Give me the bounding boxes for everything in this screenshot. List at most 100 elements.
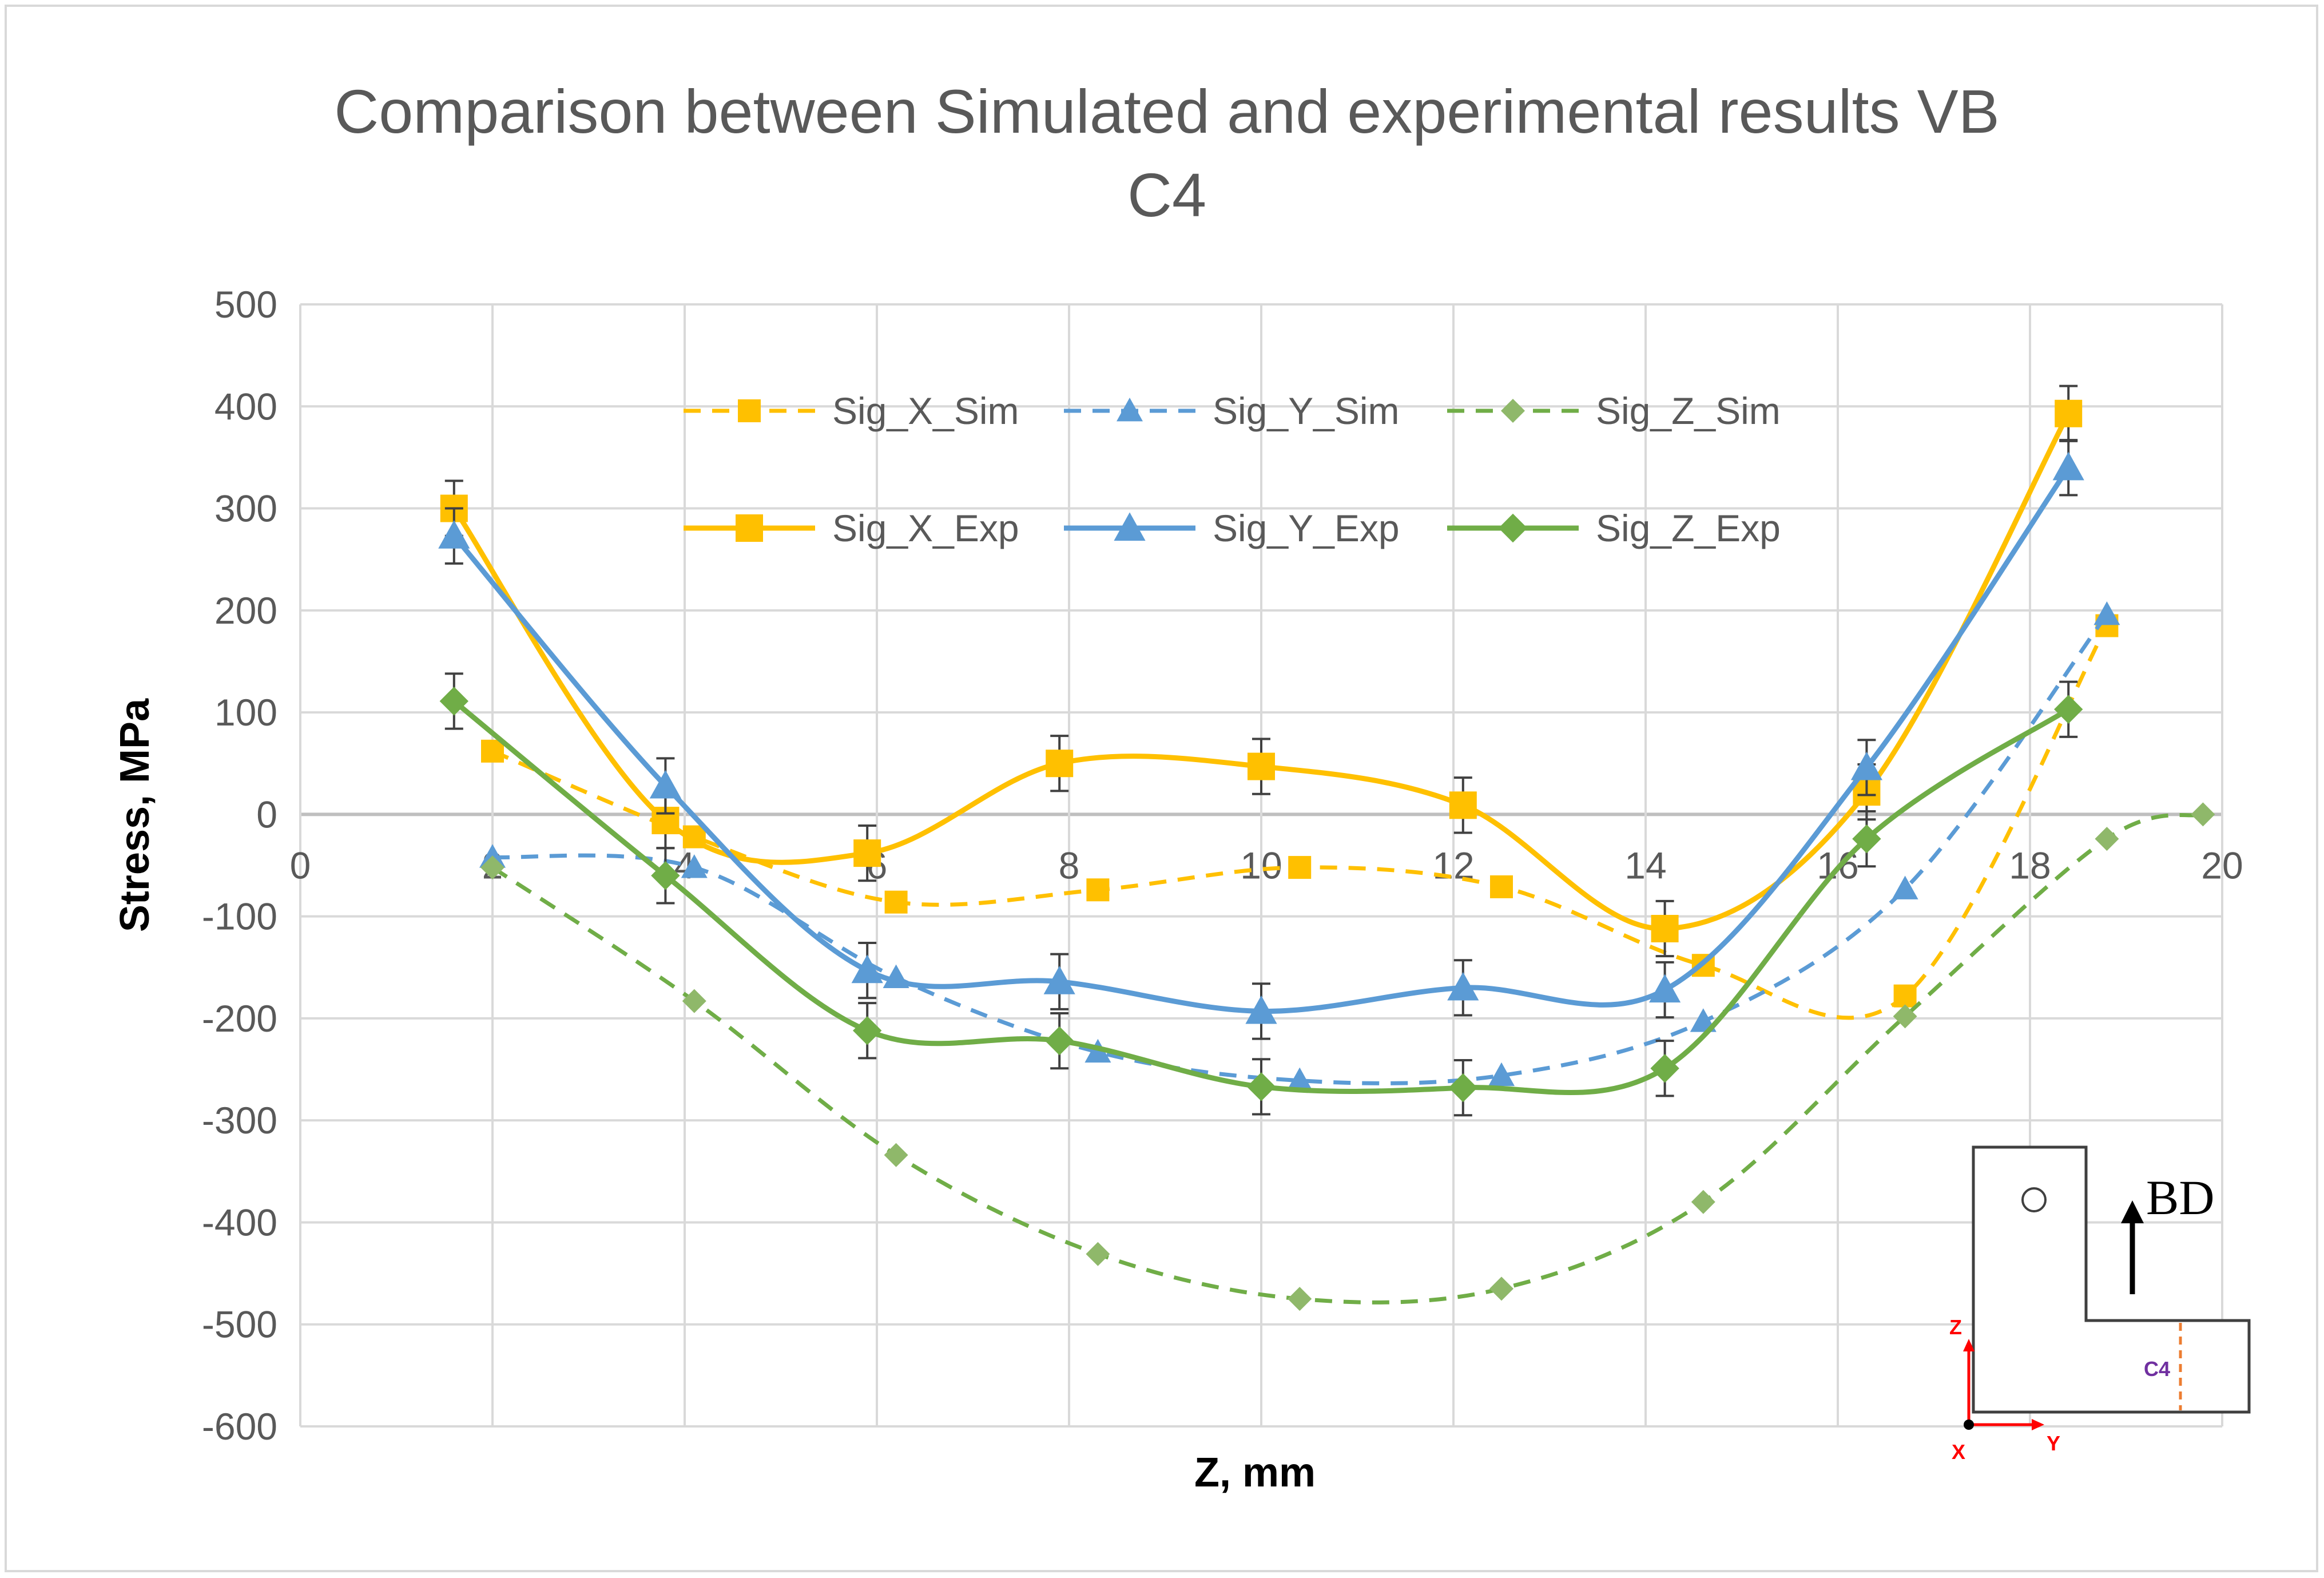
y-tick-label: 100 — [214, 691, 277, 734]
data-point — [1248, 752, 1275, 780]
data-point — [1046, 750, 1074, 778]
y-tick-label: -200 — [202, 997, 277, 1040]
data-point — [439, 687, 468, 716]
inset-z-label: Z — [1949, 1315, 1962, 1339]
data-point — [1449, 791, 1477, 819]
legend-marker — [1114, 512, 1146, 541]
data-point — [1852, 824, 1881, 854]
data-point — [1892, 875, 1918, 899]
y-tick-label: 200 — [214, 589, 277, 632]
legend-marker — [1501, 399, 1525, 423]
y-tick-label: -500 — [202, 1303, 277, 1346]
y-tick-label: -400 — [202, 1201, 277, 1243]
legend-label: Sig_Z_Sim — [1596, 390, 1781, 432]
data-point — [1288, 1287, 1312, 1311]
series-line — [452, 466, 2071, 1014]
hole-icon — [2021, 1187, 2047, 1212]
series-sig-y-exp — [438, 439, 2084, 1040]
z-axis-arrow-head-icon — [1963, 1339, 1975, 1351]
series-line — [491, 812, 2204, 1305]
x-tick-label: 0 — [290, 844, 311, 886]
data-point — [649, 770, 681, 799]
series-layer — [438, 384, 2215, 1311]
legend-label: Sig_Y_Sim — [1213, 390, 1400, 432]
chart-title-line2: C4 — [1127, 160, 1206, 229]
x-tick-label: 18 — [2009, 844, 2051, 886]
data-point — [481, 739, 504, 763]
data-point — [681, 854, 708, 878]
data-point — [1045, 1026, 1074, 1056]
data-point — [1086, 878, 1110, 902]
y-tick-label: -600 — [202, 1405, 277, 1448]
data-point — [1850, 751, 1882, 780]
chart-title-line1: Comparison between Simulated and experim… — [334, 77, 2000, 146]
x-tick-label: 20 — [2201, 844, 2243, 886]
data-point — [1086, 1242, 1110, 1266]
legend-entry: Sig_Y_Exp — [1064, 507, 1400, 549]
part-sketch-inset: BD C4 Z Y X — [1949, 1145, 2251, 1464]
data-point — [651, 861, 680, 890]
origin-dot-icon — [1964, 1420, 1974, 1430]
inset-x-label: X — [1952, 1440, 1965, 1464]
y-axis-arrow-head-icon — [2032, 1419, 2044, 1430]
axis-tick-labels: 5004003002001000-100-200-300-400-500-600… — [202, 283, 2243, 1448]
legend-marker — [738, 399, 761, 422]
y-tick-label: 400 — [214, 385, 277, 427]
data-point — [2095, 827, 2119, 851]
data-point — [1286, 1067, 1313, 1092]
x-tick-label: 8 — [1059, 844, 1080, 886]
part-outline — [1972, 1145, 2251, 1414]
legend-marker — [1498, 513, 1528, 543]
series-line — [491, 624, 2109, 1020]
inset-y-label: Y — [2047, 1432, 2060, 1455]
x-tick-label: 10 — [1240, 844, 1282, 886]
series-line — [492, 613, 2109, 1085]
data-point — [1649, 974, 1681, 1003]
data-point — [1288, 856, 1312, 879]
legend-label: Sig_Z_Exp — [1596, 507, 1781, 549]
data-point — [1893, 1004, 1917, 1029]
legend-entry: Sig_Z_Sim — [1447, 390, 1781, 432]
data-point — [682, 989, 706, 1013]
data-point — [1489, 1276, 1513, 1301]
legend-marker — [1117, 398, 1143, 422]
chart-frame — [5, 5, 2318, 1572]
x-tick-label: 14 — [1624, 844, 1666, 886]
data-point — [2055, 399, 2083, 427]
data-point — [884, 890, 908, 914]
data-point — [853, 839, 881, 867]
data-point — [2054, 695, 2083, 724]
data-point — [2052, 451, 2084, 481]
data-point — [1893, 984, 1917, 1008]
y-tick-label: -100 — [202, 895, 277, 938]
data-point — [884, 1143, 908, 1167]
legend-entry: Sig_Y_Sim — [1064, 390, 1400, 432]
series-sig-x-exp — [440, 384, 2083, 958]
data-point — [1650, 1054, 1679, 1083]
y-tick-label: 0 — [256, 793, 277, 835]
legend-marker — [736, 514, 763, 542]
data-point — [851, 954, 883, 984]
series-sig-z-sim — [480, 802, 2215, 1311]
series-sig-z-exp — [439, 672, 2083, 1117]
data-point — [1245, 995, 1277, 1024]
legend-label: Sig_X_Exp — [832, 507, 1019, 549]
data-point — [438, 520, 470, 549]
y-axis-title: Stress, MPa — [112, 698, 158, 932]
data-point — [1490, 875, 1513, 898]
legend-entry: Sig_Z_Exp — [1447, 507, 1781, 549]
data-point — [1488, 1062, 1515, 1087]
data-point — [1651, 915, 1679, 943]
data-point — [1447, 972, 1479, 1001]
bd-arrow-head-icon — [2121, 1200, 2144, 1223]
y-tick-label: 300 — [214, 487, 277, 530]
data-point — [1448, 1073, 1477, 1103]
x-axis-title: Z, mm — [1194, 1450, 1316, 1496]
legend-entry: Sig_X_Sim — [684, 390, 1019, 432]
build-direction-label: BD — [2146, 1170, 2214, 1225]
y-tick-label: -300 — [202, 1099, 277, 1141]
legend-label: Sig_Y_Exp — [1213, 507, 1400, 549]
data-point — [1691, 1190, 1715, 1214]
legend-entry: Sig_X_Exp — [684, 507, 1019, 549]
